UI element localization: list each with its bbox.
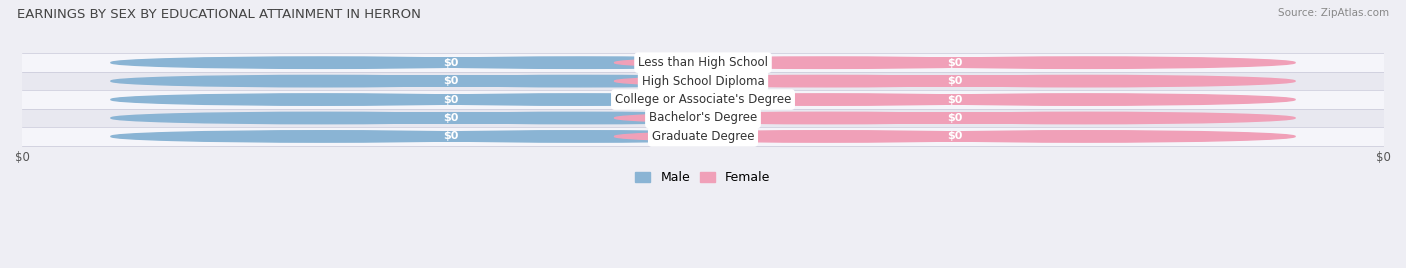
- Circle shape: [111, 112, 533, 124]
- Text: College or Associate's Degree: College or Associate's Degree: [614, 93, 792, 106]
- Bar: [322, 131, 581, 142]
- Circle shape: [873, 57, 1295, 68]
- Text: $0: $0: [948, 58, 963, 68]
- Bar: [825, 131, 1084, 142]
- Bar: [322, 57, 581, 68]
- Bar: [322, 94, 581, 105]
- Text: High School Diploma: High School Diploma: [641, 75, 765, 88]
- Bar: [322, 112, 581, 124]
- Circle shape: [370, 131, 792, 142]
- Circle shape: [370, 75, 792, 87]
- Circle shape: [614, 112, 1036, 124]
- Circle shape: [111, 75, 533, 87]
- Circle shape: [370, 94, 792, 105]
- Bar: [22, 53, 1384, 72]
- Circle shape: [873, 112, 1295, 124]
- Circle shape: [614, 94, 1036, 105]
- Circle shape: [873, 131, 1295, 142]
- Bar: [22, 90, 1384, 109]
- Bar: [825, 94, 1084, 105]
- Text: $0: $0: [443, 58, 458, 68]
- Bar: [322, 75, 581, 87]
- Bar: [22, 109, 1384, 127]
- Bar: [22, 127, 1384, 146]
- Circle shape: [111, 57, 533, 68]
- Bar: [825, 112, 1084, 124]
- Legend: Male, Female: Male, Female: [630, 166, 776, 189]
- Circle shape: [111, 94, 533, 105]
- Text: Graduate Degree: Graduate Degree: [652, 130, 754, 143]
- Circle shape: [614, 75, 1036, 87]
- Text: Less than High School: Less than High School: [638, 56, 768, 69]
- Bar: [825, 57, 1084, 68]
- Text: $0: $0: [948, 113, 963, 123]
- Text: $0: $0: [948, 76, 963, 86]
- Text: Source: ZipAtlas.com: Source: ZipAtlas.com: [1278, 8, 1389, 18]
- Text: $0: $0: [443, 95, 458, 105]
- Text: EARNINGS BY SEX BY EDUCATIONAL ATTAINMENT IN HERRON: EARNINGS BY SEX BY EDUCATIONAL ATTAINMEN…: [17, 8, 420, 21]
- Text: $0: $0: [443, 76, 458, 86]
- Bar: [825, 75, 1084, 87]
- Text: Bachelor's Degree: Bachelor's Degree: [650, 111, 756, 125]
- Circle shape: [873, 75, 1295, 87]
- Circle shape: [111, 131, 533, 142]
- Text: $0: $0: [443, 113, 458, 123]
- Text: $0: $0: [948, 95, 963, 105]
- Circle shape: [370, 57, 792, 68]
- Circle shape: [370, 112, 792, 124]
- Bar: [22, 72, 1384, 90]
- Text: $0: $0: [443, 131, 458, 142]
- Text: $0: $0: [948, 131, 963, 142]
- Circle shape: [873, 94, 1295, 105]
- Circle shape: [614, 131, 1036, 142]
- Circle shape: [614, 57, 1036, 68]
